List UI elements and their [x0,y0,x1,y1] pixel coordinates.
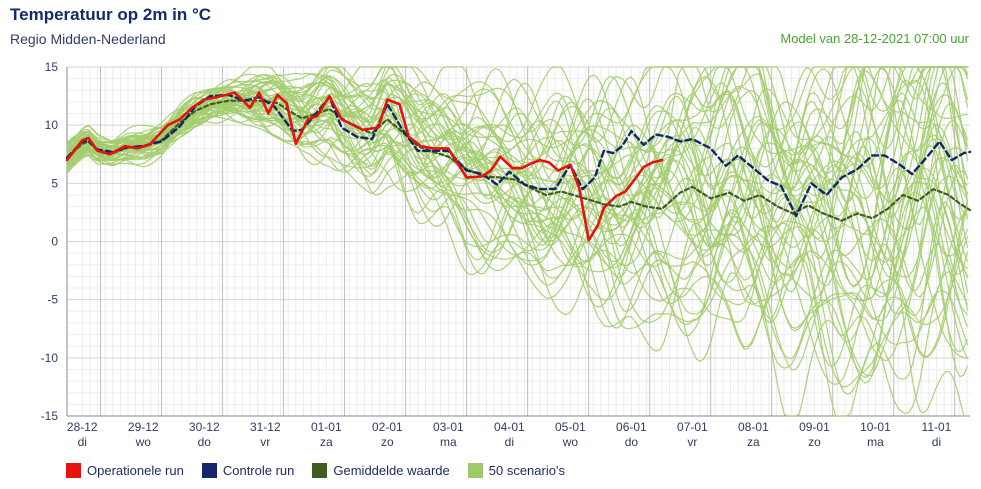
x-tick-date: 03-01 [433,420,464,434]
scenario-line [66,104,969,369]
x-tick-date: 01-01 [311,420,342,434]
scenario-line [66,103,969,362]
x-tick-day: di [505,435,514,449]
y-tick-label: 15 [45,60,59,74]
x-tick-date: 30-12 [189,420,220,434]
x-tick-date: 02-01 [372,420,403,434]
x-tick-date: 05-01 [555,420,586,434]
legend-item-operational[interactable]: Operationele run [66,463,184,478]
x-tick-day: di [932,435,941,449]
scenario-line [66,101,968,417]
legend-label-mean: Gemiddelde waarde [333,463,450,478]
x-tick-day: vr [687,435,697,449]
scenario-line [66,115,969,417]
model-run-time: Model van 28-12-2021 07:00 uur [780,31,969,46]
x-tick-date: 04-01 [494,420,525,434]
x-tick-day: za [747,435,760,449]
x-tick-day: wo [562,435,579,449]
legend-item-control[interactable]: Controle run [201,463,295,478]
series-line-2 [65,99,972,222]
legend-label-scenarios: 50 scenario's [488,463,565,478]
legend-label-control: Controle run [222,463,295,478]
x-tick-day: za [320,435,333,449]
scenario-line [66,104,968,379]
y-tick-label: -10 [41,351,59,365]
x-tick-date: 09-01 [799,420,830,434]
x-tick-date: 29-12 [128,420,159,434]
scenario-line [66,66,968,225]
x-tick-day: ma [440,435,457,449]
scenario-line [66,105,969,367]
scenario-lines [66,66,969,417]
x-tick-day: zo [808,435,821,449]
x-tick-day: wo [135,435,152,449]
chart-title: Temperatuur op 2m in °C [10,5,212,24]
x-tick-date: 10-01 [860,420,891,434]
x-tick-date: 06-01 [616,420,647,434]
x-tick-date: 31-12 [250,420,281,434]
legend-swatch-scenarios [467,463,483,478]
y-tick-label: -15 [41,409,59,423]
scenario-line [66,73,968,287]
x-tick-day: do [625,435,639,449]
x-tick-day: zo [381,435,394,449]
legend-item-scenarios[interactable]: 50 scenario's [467,463,565,478]
scenario-line [66,105,969,358]
scenario-line [66,97,968,386]
x-tick-day: do [198,435,212,449]
y-tick-label: 5 [51,176,58,190]
scenario-line [66,66,968,205]
y-tick-label: -5 [47,293,58,307]
y-tick-label: 10 [45,118,59,132]
temperature-chart: 151050-5-10-1528-12di29-12wo30-12do31-12… [41,60,972,449]
legend-label-operational: Operationele run [87,463,184,478]
legend-swatch-control [201,463,217,478]
chart-subtitle: Regio Midden-Nederland [10,31,166,47]
scenario-line [66,92,969,278]
series-line-0 [65,91,664,242]
legend-swatch-mean [312,463,328,478]
legend: Operationele run Controle run Gemiddelde… [66,463,565,478]
x-tick-day: di [78,435,87,449]
scenario-line [66,66,969,229]
x-tick-date: 11-01 [922,420,952,434]
x-tick-day: ma [867,435,884,449]
x-tick-date: 07-01 [677,420,708,434]
x-tick-day: vr [260,435,270,449]
legend-swatch-operational [66,463,81,478]
legend-item-mean[interactable]: Gemiddelde waarde [312,463,450,478]
x-tick-date: 28-12 [67,420,98,434]
y-tick-label: 0 [51,235,58,249]
x-tick-date: 08-01 [738,420,769,434]
